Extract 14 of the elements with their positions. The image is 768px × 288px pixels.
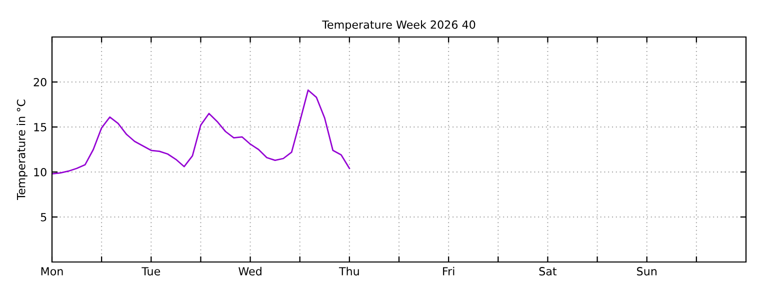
x-tick-label: Tue xyxy=(142,267,160,276)
x-tick-label: Fri xyxy=(443,266,454,276)
x-tick-label: Sat xyxy=(539,267,557,276)
y-tick-label: 20 xyxy=(34,78,46,86)
x-tick-label: Wed xyxy=(238,266,262,276)
line-series xyxy=(52,89,350,174)
y-tick-label: 10 xyxy=(34,168,46,176)
x-tick-label: Mon xyxy=(41,267,63,276)
x-tick-label: Sun xyxy=(637,267,656,276)
y-tick-label: 15 xyxy=(34,123,46,132)
chart-title: Temperature Week 2026 40 xyxy=(322,20,476,31)
y-axis-title: Temperature in °C xyxy=(16,100,28,200)
x-tick-label: Thu xyxy=(338,266,359,276)
y-tick-label: 5 xyxy=(40,213,46,222)
